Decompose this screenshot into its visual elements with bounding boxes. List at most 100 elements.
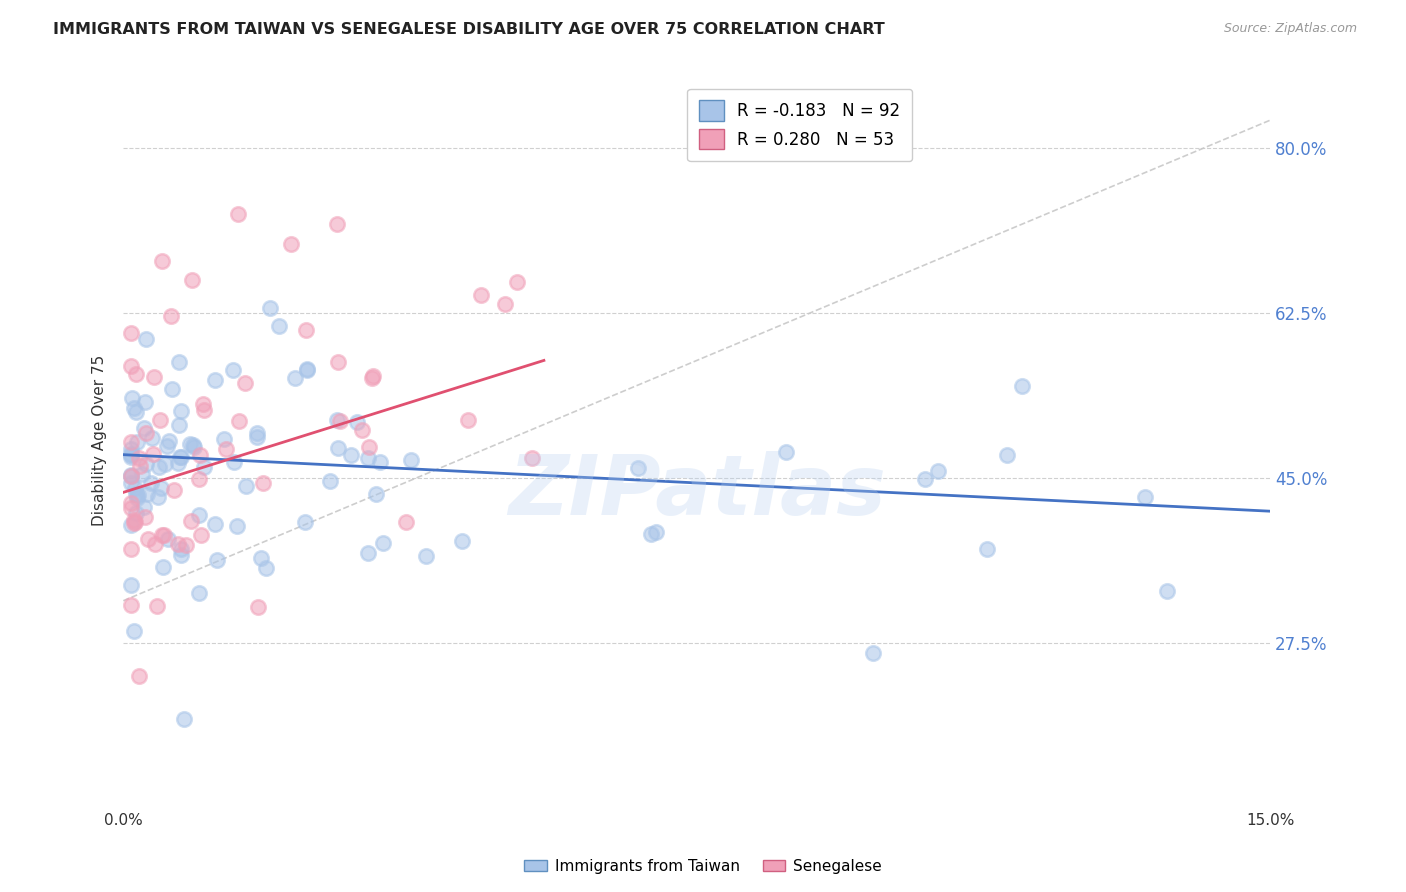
Point <box>204 373 226 387</box>
Point <box>360 371 382 385</box>
Point <box>228 415 250 429</box>
Point <box>188 448 211 462</box>
Point <box>470 288 492 302</box>
Point <box>170 450 193 464</box>
Point <box>134 395 156 409</box>
Point <box>207 553 229 567</box>
Point <box>326 413 349 427</box>
Point <box>146 599 169 613</box>
Point <box>125 434 148 449</box>
Point <box>120 359 142 373</box>
Point <box>357 451 380 466</box>
Point <box>142 447 165 461</box>
Point <box>329 414 352 428</box>
Point <box>326 217 349 231</box>
Text: IMMIGRANTS FROM TAIWAN VS SENEGALESE DISABILITY AGE OVER 75 CORRELATION CHART: IMMIGRANTS FROM TAIWAN VS SENEGALESE DIS… <box>53 22 886 37</box>
Point <box>179 437 201 451</box>
Point <box>995 448 1018 462</box>
Point <box>120 468 142 483</box>
Point <box>156 439 179 453</box>
Point <box>346 415 368 429</box>
Point <box>226 207 249 221</box>
Point <box>415 549 437 563</box>
Point <box>914 472 936 486</box>
Y-axis label: Disability Age Over 75: Disability Age Over 75 <box>93 355 107 526</box>
Point <box>167 355 190 369</box>
Point <box>775 445 797 459</box>
Point <box>297 363 319 377</box>
Point <box>135 332 157 346</box>
Point <box>143 537 166 551</box>
Point <box>120 442 142 457</box>
Point <box>146 490 169 504</box>
Point <box>494 297 516 311</box>
Point <box>128 458 150 473</box>
Legend: R = -0.183   N = 92, R = 0.280   N = 53: R = -0.183 N = 92, R = 0.280 N = 53 <box>688 88 912 161</box>
Point <box>1133 490 1156 504</box>
Point <box>269 319 291 334</box>
Point <box>451 534 474 549</box>
Point <box>190 528 212 542</box>
Point <box>150 528 173 542</box>
Point <box>180 514 202 528</box>
Point <box>193 459 215 474</box>
Point <box>399 453 422 467</box>
Point <box>173 712 195 726</box>
Point <box>141 476 163 491</box>
Point <box>120 476 142 491</box>
Point <box>1011 378 1033 392</box>
Point <box>645 524 668 539</box>
Point <box>224 455 246 469</box>
Point <box>125 405 148 419</box>
Point <box>141 432 163 446</box>
Point <box>167 456 190 470</box>
Point <box>134 500 156 514</box>
Point <box>157 434 180 449</box>
Point <box>357 546 380 560</box>
Point <box>295 323 318 337</box>
Point <box>193 397 215 411</box>
Point <box>120 599 142 613</box>
Point <box>169 450 191 465</box>
Point <box>1156 584 1178 599</box>
Point <box>125 486 148 500</box>
Point <box>368 454 391 468</box>
Point <box>120 435 142 450</box>
Point <box>295 362 318 376</box>
Point <box>122 401 145 415</box>
Point <box>188 472 211 486</box>
Point <box>352 424 374 438</box>
Point <box>120 500 142 515</box>
Point <box>128 450 150 465</box>
Point <box>135 425 157 440</box>
Point <box>157 532 180 546</box>
Point <box>373 535 395 549</box>
Point <box>149 413 172 427</box>
Point <box>284 371 307 385</box>
Point <box>131 467 153 481</box>
Point <box>120 469 142 483</box>
Point <box>361 368 384 383</box>
Point <box>150 254 173 268</box>
Point <box>167 418 190 433</box>
Point <box>183 440 205 454</box>
Point <box>124 481 146 495</box>
Point <box>136 532 159 546</box>
Point <box>120 326 142 340</box>
Point <box>125 491 148 505</box>
Point <box>136 487 159 501</box>
Point <box>214 442 236 457</box>
Point <box>120 450 142 464</box>
Point <box>163 483 186 498</box>
Point <box>204 517 226 532</box>
Point <box>134 509 156 524</box>
Point <box>176 538 198 552</box>
Point <box>318 475 340 489</box>
Point <box>250 551 273 566</box>
Point <box>134 421 156 435</box>
Point <box>214 433 236 447</box>
Point <box>233 376 256 390</box>
Point <box>246 429 269 443</box>
Point <box>181 438 204 452</box>
Point <box>120 496 142 510</box>
